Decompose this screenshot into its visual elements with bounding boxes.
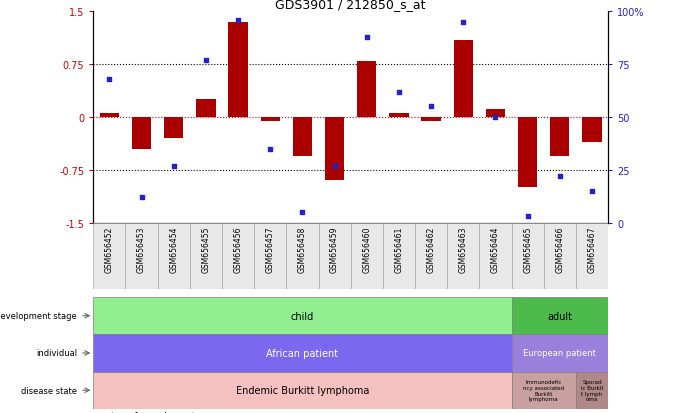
Bar: [454, 40, 473, 118]
Text: GSM656460: GSM656460: [362, 226, 371, 273]
Bar: [190, 223, 222, 289]
Bar: [132, 118, 151, 150]
Point: [554, 173, 565, 180]
Bar: [389, 114, 408, 118]
Bar: [447, 223, 480, 289]
Text: GSM656455: GSM656455: [201, 226, 210, 273]
Bar: [254, 223, 286, 289]
Point: [587, 188, 598, 195]
Point: [297, 209, 308, 216]
Text: Sporad
ic Burkit
t lymph
oma: Sporad ic Burkit t lymph oma: [580, 379, 603, 401]
Text: African patient: African patient: [266, 348, 339, 358]
Bar: [93, 297, 511, 335]
Point: [136, 195, 147, 201]
Text: GSM656457: GSM656457: [266, 226, 275, 273]
Point: [490, 114, 501, 121]
Bar: [261, 118, 280, 121]
Point: [393, 89, 404, 96]
Bar: [415, 223, 447, 289]
Bar: [486, 109, 505, 118]
Text: ■: ■: [93, 411, 102, 413]
Text: GSM656465: GSM656465: [523, 226, 532, 273]
Point: [522, 214, 533, 220]
Bar: [229, 23, 248, 118]
Text: GSM656462: GSM656462: [426, 226, 435, 273]
Bar: [158, 223, 190, 289]
Bar: [511, 223, 544, 289]
Bar: [518, 118, 538, 188]
Text: GSM656463: GSM656463: [459, 226, 468, 273]
Bar: [511, 335, 608, 372]
Bar: [93, 223, 126, 289]
Point: [361, 34, 372, 41]
Bar: [286, 223, 319, 289]
Bar: [422, 118, 441, 121]
Bar: [93, 335, 511, 372]
Text: adult: adult: [547, 311, 572, 321]
Bar: [576, 372, 608, 409]
Bar: [583, 118, 602, 142]
Text: disease state: disease state: [21, 386, 89, 395]
Bar: [100, 114, 119, 118]
Bar: [383, 223, 415, 289]
Text: individual: individual: [36, 349, 89, 358]
Text: GSM656454: GSM656454: [169, 226, 178, 273]
Bar: [576, 223, 608, 289]
Bar: [164, 118, 183, 139]
Bar: [544, 223, 576, 289]
Bar: [319, 223, 351, 289]
Point: [200, 57, 211, 64]
Text: GSM656453: GSM656453: [137, 226, 146, 273]
Bar: [196, 100, 216, 118]
Text: Endemic Burkitt lymphoma: Endemic Burkitt lymphoma: [236, 385, 369, 395]
Bar: [293, 118, 312, 157]
Bar: [511, 372, 576, 409]
Point: [233, 17, 244, 24]
Text: GSM656459: GSM656459: [330, 226, 339, 273]
Point: [265, 146, 276, 153]
Point: [329, 163, 340, 169]
Bar: [480, 223, 511, 289]
Bar: [351, 223, 383, 289]
Text: GSM656458: GSM656458: [298, 226, 307, 273]
Text: child: child: [291, 311, 314, 321]
Text: GSM656466: GSM656466: [556, 226, 565, 273]
Text: GSM656456: GSM656456: [234, 226, 243, 273]
Text: GSM656464: GSM656464: [491, 226, 500, 273]
Text: development stage: development stage: [0, 311, 89, 320]
Bar: [93, 372, 511, 409]
Point: [104, 76, 115, 83]
Bar: [325, 118, 344, 181]
Bar: [511, 297, 608, 335]
Bar: [357, 62, 377, 118]
Text: transformed count: transformed count: [111, 411, 195, 413]
Title: GDS3901 / 212850_s_at: GDS3901 / 212850_s_at: [276, 0, 426, 11]
Bar: [126, 223, 158, 289]
Point: [457, 20, 468, 26]
Text: European patient: European patient: [523, 349, 596, 358]
Text: GSM656452: GSM656452: [105, 226, 114, 273]
Bar: [222, 223, 254, 289]
Point: [168, 163, 179, 169]
Text: Immunodefic
ncy associated
Burkitt
lymphoma: Immunodefic ncy associated Burkitt lymph…: [523, 379, 565, 401]
Text: GSM656461: GSM656461: [395, 226, 404, 273]
Text: GSM656467: GSM656467: [587, 226, 596, 273]
Point: [426, 104, 437, 111]
Bar: [550, 118, 569, 157]
